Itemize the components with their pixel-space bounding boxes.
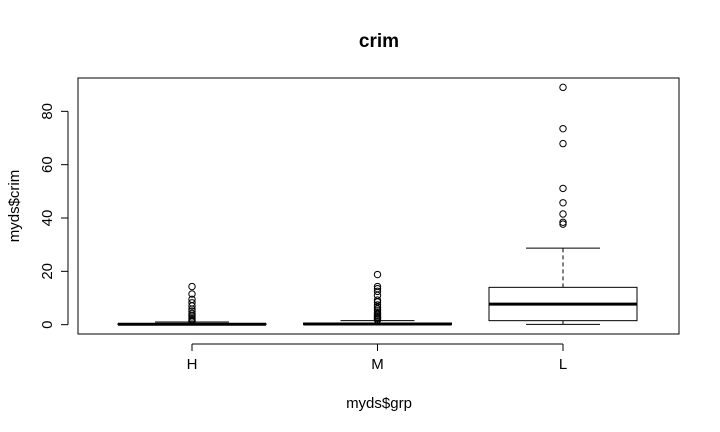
plot-frame [77,77,680,335]
x-tick-label: H [187,356,198,373]
outlier-point [373,282,382,291]
box-group-m [303,270,452,326]
y-tick-label: 60 [39,156,56,173]
x-tick-label: L [559,356,567,373]
chart-title: crim [359,31,399,52]
box-group-l [488,83,638,325]
x-tick-label: M [371,356,384,373]
outlier-point [188,299,196,307]
outlier-point [559,218,567,226]
outlier-point [559,139,567,148]
outlier-point [373,303,382,311]
y-tick-label: 0 [39,320,56,328]
outlier-point [559,184,567,193]
outlier-point [373,307,382,315]
outlier-point [559,124,567,133]
outlier-point [188,282,196,291]
outlier-point [373,301,382,309]
outlier-point [373,308,382,317]
y-tick-label: 20 [39,263,56,280]
outlier-point [559,220,567,228]
y-axis-label: myds$crim [6,170,23,243]
x-axis-label: myds$grp [346,395,412,412]
outlier-point [373,305,382,313]
y-tick-label: 40 [39,210,56,227]
y-tick-label: 80 [39,103,56,120]
outlier-point [559,83,567,92]
outlier-point [373,284,382,293]
outlier-point [373,270,382,279]
outlier-point [188,290,196,298]
outlier-point [373,296,382,304]
box-group-h [117,282,267,326]
outlier-point [559,199,567,207]
outlier-point [559,210,567,218]
outlier-point [188,309,196,318]
outlier-point [188,295,196,304]
boxes-layer [117,83,638,326]
outlier-point [188,307,196,315]
y-axis: 0 20 40 60 80 [39,103,69,329]
outlier-point [373,287,382,296]
